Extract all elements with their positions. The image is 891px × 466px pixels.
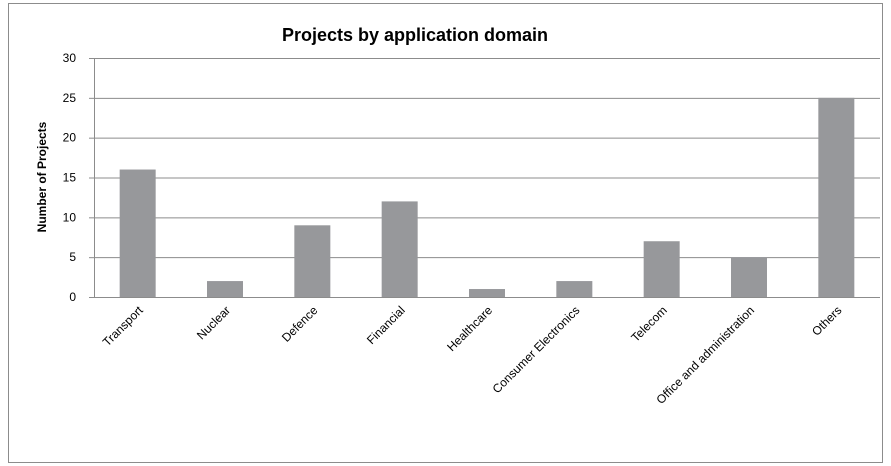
y-tick-label: 0 xyxy=(69,290,76,304)
bar xyxy=(207,281,243,297)
bar xyxy=(556,281,593,297)
y-tick-label: 15 xyxy=(63,171,77,185)
bar xyxy=(119,169,156,297)
y-tick-label: 20 xyxy=(63,131,77,145)
bar xyxy=(469,289,505,297)
y-tick-label: 30 xyxy=(63,51,77,65)
chart-title: Projects by application domain xyxy=(282,25,548,45)
y-tick-label: 25 xyxy=(63,91,77,105)
bar xyxy=(731,257,767,297)
y-axis-label: Number of Projects xyxy=(35,121,49,232)
bar xyxy=(818,97,855,297)
y-tick-label: 10 xyxy=(63,210,77,224)
bar xyxy=(294,225,331,297)
bar xyxy=(643,241,680,297)
y-tick-label: 5 xyxy=(69,250,76,264)
bar xyxy=(381,201,418,297)
